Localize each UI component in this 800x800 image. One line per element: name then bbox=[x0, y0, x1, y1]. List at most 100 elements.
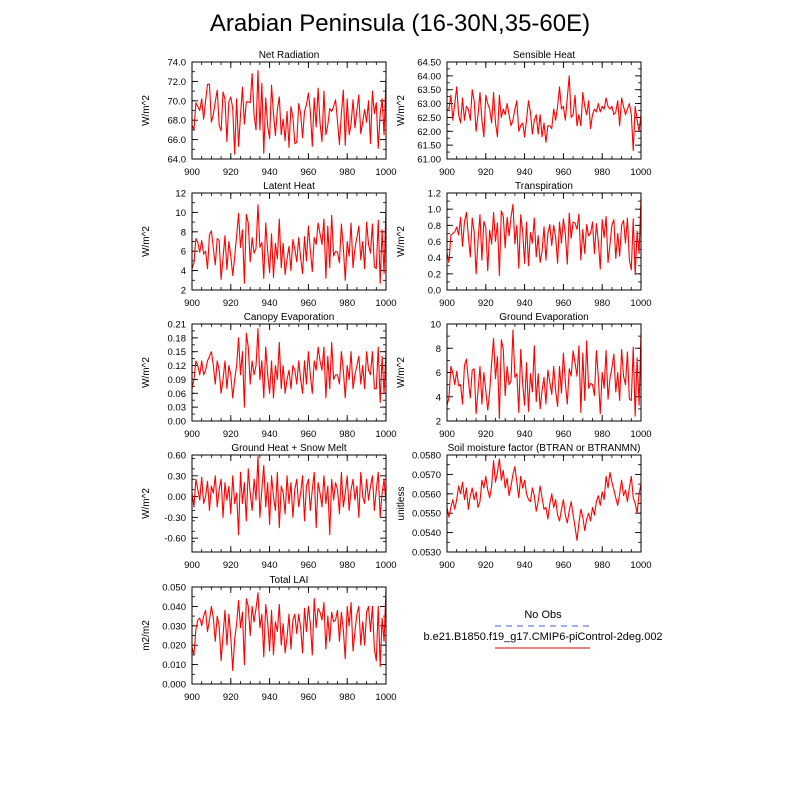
panel-title: Canopy Evaporation bbox=[244, 312, 335, 323]
panels: Net Radiation W/m^2 900 920 940 960 980 1000 64.… bbox=[141, 50, 652, 703]
y-tick-label: 6 bbox=[181, 247, 186, 258]
x-tick-label: 960 bbox=[300, 298, 316, 309]
x-tick-label: 980 bbox=[594, 298, 610, 309]
y-axis-label: unitless bbox=[396, 487, 407, 521]
y-tick-label: 0.8 bbox=[428, 221, 441, 232]
series-line bbox=[191, 70, 387, 155]
series-line bbox=[446, 329, 642, 420]
y-tick-label: 62.50 bbox=[417, 113, 441, 124]
y-tick-label: 0.0530 bbox=[412, 548, 441, 559]
y-tick-label: 64.0 bbox=[168, 155, 187, 166]
y-tick-label: 0.00 bbox=[168, 417, 187, 428]
panel-title: Ground Heat + Snow Melt bbox=[231, 443, 347, 454]
panel-1: Net Radiation W/m^2 900 920 940 960 980 1000 64.… bbox=[141, 50, 397, 178]
x-tick-label: 960 bbox=[300, 560, 316, 571]
x-tick-label: 1000 bbox=[375, 692, 396, 703]
panel-2: Sensible Heat W/m^2 900 920 940 960 980 1000 61.… bbox=[396, 50, 652, 178]
x-tick-label: 940 bbox=[517, 560, 533, 571]
panel-6: Ground Evaporation W/m^2 900 920 940 960 980 10… bbox=[396, 312, 652, 440]
series-line bbox=[191, 588, 387, 671]
x-tick-label: 940 bbox=[262, 298, 278, 309]
x-tick-label: 960 bbox=[300, 692, 316, 703]
x-tick-label: 980 bbox=[594, 167, 610, 178]
y-tick-label: -0.30 bbox=[164, 513, 186, 524]
panel-5: Canopy Evaporation W/m^2 900 920 940 960 980 10… bbox=[141, 312, 397, 440]
legend: No Obs b.e21.B1850.f19_g17.CMIP6-piContr… bbox=[423, 609, 663, 649]
x-tick-label: 1000 bbox=[375, 298, 396, 309]
x-tick-label: 900 bbox=[184, 560, 200, 571]
y-axis-label: W/m^2 bbox=[396, 357, 407, 388]
x-tick-label: 980 bbox=[339, 560, 355, 571]
panel-7: Ground Heat + Snow Melt W/m^2 900 920 940 960… bbox=[141, 443, 397, 571]
x-tick-label: 940 bbox=[262, 692, 278, 703]
panel-4: Transpiration W/m^2 900 920 940 960 980 1000 0.0… bbox=[396, 181, 652, 309]
x-tick-label: 960 bbox=[300, 167, 316, 178]
y-tick-label: 10 bbox=[430, 320, 441, 331]
x-tick-label: 900 bbox=[184, 692, 200, 703]
x-tick-label: 920 bbox=[478, 429, 494, 440]
x-tick-label: 940 bbox=[517, 298, 533, 309]
y-tick-label: 0.0540 bbox=[412, 528, 441, 539]
legend-label-obs: No Obs bbox=[524, 609, 562, 621]
y-tick-label: 10 bbox=[175, 208, 186, 219]
y-axis-label: W/m^2 bbox=[396, 226, 407, 257]
panel-title: Soil moisture factor (BTRAN or BTRANMN) bbox=[448, 443, 641, 454]
panel-3: Latent Heat W/m^2 900 920 940 960 980 1000 2 4 6 8 1… bbox=[141, 181, 397, 309]
x-tick-label: 1000 bbox=[630, 429, 651, 440]
y-tick-label: 12 bbox=[175, 189, 186, 200]
x-tick-label: 900 bbox=[184, 429, 200, 440]
panel-frame bbox=[191, 192, 387, 291]
y-tick-label: 8 bbox=[436, 344, 441, 355]
x-tick-label: 980 bbox=[339, 167, 355, 178]
y-tick-label: 0.2 bbox=[428, 269, 441, 280]
y-axis-label: W/m^2 bbox=[141, 357, 152, 388]
y-tick-label: 0.050 bbox=[162, 583, 186, 594]
y-tick-label: 0.03 bbox=[168, 403, 187, 414]
panel-title: Ground Evaporation bbox=[499, 312, 589, 323]
x-tick-label: 940 bbox=[262, 560, 278, 571]
y-tick-label: 0.0570 bbox=[412, 470, 441, 481]
x-tick-label: 1000 bbox=[375, 429, 396, 440]
y-tick-label: 64.00 bbox=[417, 71, 441, 82]
x-tick-label: 980 bbox=[339, 692, 355, 703]
y-tick-label: 70.0 bbox=[168, 96, 187, 107]
y-axis-label: m2/m2 bbox=[141, 620, 152, 651]
y-tick-label: 0.030 bbox=[162, 621, 186, 632]
y-tick-label: 63.50 bbox=[417, 85, 441, 96]
y-tick-label: 2 bbox=[181, 286, 186, 297]
y-tick-label: 0.6 bbox=[428, 237, 441, 248]
x-tick-label: 980 bbox=[594, 429, 610, 440]
y-tick-label: 0.0580 bbox=[412, 451, 441, 462]
y-tick-label: 1.0 bbox=[428, 205, 441, 216]
series-line bbox=[447, 75, 642, 152]
y-tick-label: -0.60 bbox=[164, 534, 186, 545]
panel-frame bbox=[446, 454, 642, 553]
y-axis-label: W/m^2 bbox=[141, 488, 152, 519]
y-tick-label: 8 bbox=[181, 227, 186, 238]
series-line bbox=[446, 458, 642, 541]
panel-8: Soil moisture factor (BTRAN or BTRANMN) u… bbox=[396, 443, 652, 571]
y-tick-label: 0.0550 bbox=[412, 509, 441, 520]
y-axis-label: W/m^2 bbox=[141, 226, 152, 257]
x-tick-label: 900 bbox=[184, 298, 200, 309]
x-tick-label: 920 bbox=[478, 298, 494, 309]
y-tick-label: 0.4 bbox=[428, 253, 441, 264]
y-tick-label: 0.30 bbox=[168, 471, 187, 482]
panel-title: Net Radiation bbox=[259, 50, 320, 61]
y-tick-label: 72.0 bbox=[168, 77, 187, 88]
y-axis-label: W/m^2 bbox=[396, 95, 407, 126]
x-tick-label: 1000 bbox=[375, 167, 396, 178]
x-tick-label: 980 bbox=[339, 429, 355, 440]
panel-title: Total LAI bbox=[270, 575, 309, 586]
x-tick-label: 920 bbox=[223, 429, 239, 440]
x-tick-label: 900 bbox=[439, 560, 455, 571]
legend-label-model: b.e21.B1850.f19_g17.CMIP6-piControl-2deg… bbox=[423, 631, 662, 643]
x-tick-label: 980 bbox=[594, 560, 610, 571]
y-tick-label: 0.00 bbox=[168, 492, 187, 503]
y-tick-label: 0.18 bbox=[168, 333, 187, 344]
y-tick-label: 64.50 bbox=[417, 58, 441, 69]
x-tick-label: 960 bbox=[555, 429, 571, 440]
y-tick-label: 61.00 bbox=[417, 155, 441, 166]
y-tick-label: 0.0 bbox=[428, 286, 441, 297]
